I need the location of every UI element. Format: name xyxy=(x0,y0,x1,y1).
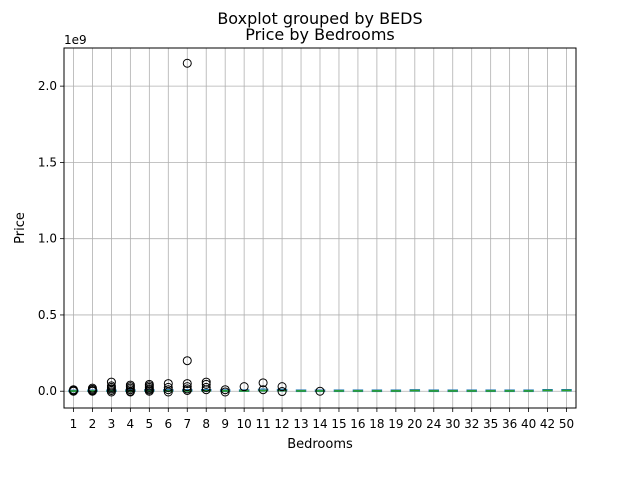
outlier-point xyxy=(163,385,173,395)
x-tick-label: 32 xyxy=(464,417,479,431)
x-tick-label: 20 xyxy=(407,417,422,431)
outlier-point xyxy=(163,379,173,389)
x-tick-label: 35 xyxy=(483,417,498,431)
x-tick-label: 9 xyxy=(221,417,229,431)
y-tick-label: 0.0 xyxy=(38,384,57,398)
outlier-point xyxy=(125,380,135,390)
x-tick-label: 5 xyxy=(146,417,154,431)
x-tick-label: 14 xyxy=(312,417,327,431)
outlier-point xyxy=(201,377,211,387)
outlier-point xyxy=(258,378,268,388)
outlier-point xyxy=(315,386,325,396)
x-tick-label: 50 xyxy=(559,417,574,431)
outlier-point xyxy=(144,379,154,389)
x-tick-label: 19 xyxy=(388,417,403,431)
outlier-point xyxy=(106,381,116,391)
outlier-point xyxy=(220,387,230,397)
outlier-points xyxy=(68,58,325,397)
x-tick-label: 36 xyxy=(502,417,517,431)
y-offset-label: 1e9 xyxy=(64,33,87,47)
y-axis-label: Price xyxy=(13,212,28,244)
x-tick-label: 30 xyxy=(445,417,460,431)
outlier-point xyxy=(220,385,230,395)
outlier-point xyxy=(182,356,192,366)
x-tick-label: 16 xyxy=(350,417,365,431)
outlier-point xyxy=(182,382,192,392)
x-axis-ticks: 1 2 3 4 5 6 7 8 9 10 11 12 13 14 15 16 18 19 20 24 30 32 35 36 4… xyxy=(70,408,574,431)
x-tick-label: 2 xyxy=(89,417,97,431)
x-tick-label: 4 xyxy=(127,417,135,431)
outlier-point xyxy=(201,379,211,389)
boxes xyxy=(68,388,572,393)
x-tick-label: 24 xyxy=(426,417,441,431)
x-tick-label: 13 xyxy=(293,417,308,431)
x-tick-label: 8 xyxy=(202,417,210,431)
y-tick-label: 2.0 xyxy=(38,79,57,93)
outlier-point xyxy=(106,377,116,387)
x-tick-label: 18 xyxy=(369,417,384,431)
y-tick-label: 1.0 xyxy=(38,232,57,246)
outlier-point xyxy=(68,385,78,395)
x-tick-label: 10 xyxy=(237,417,252,431)
x-tick-label: 3 xyxy=(108,417,116,431)
x-tick-label: 15 xyxy=(331,417,346,431)
outlier-point xyxy=(182,384,192,394)
outlier-point xyxy=(258,385,268,395)
outlier-point xyxy=(201,382,211,392)
x-tick-label: 12 xyxy=(274,417,289,431)
x-tick-label: 11 xyxy=(255,417,270,431)
x-axis-label: Bedrooms xyxy=(287,437,353,452)
outlier-point xyxy=(87,383,97,393)
y-tick-label: 1.5 xyxy=(38,155,57,169)
x-tick-label: 42 xyxy=(540,417,555,431)
outlier-point xyxy=(277,382,287,392)
chart-title: Price by Bedrooms xyxy=(245,25,395,44)
x-tick-label: 40 xyxy=(521,417,536,431)
outlier-point xyxy=(182,379,192,389)
y-axis-ticks: 0.0 0.5 1.0 1.5 2.0 xyxy=(38,79,64,398)
y-tick-label: 0.5 xyxy=(38,308,57,322)
grid-lines xyxy=(64,48,576,408)
outlier-point xyxy=(182,58,192,68)
outlier-point xyxy=(163,382,173,392)
x-tick-label: 7 xyxy=(183,417,191,431)
outlier-point xyxy=(277,387,287,397)
chart-suptitle: Boxplot grouped by BEDS xyxy=(217,9,422,28)
x-tick-label: 6 xyxy=(164,417,172,431)
outlier-point xyxy=(239,382,249,392)
x-tick-label: 1 xyxy=(70,417,78,431)
